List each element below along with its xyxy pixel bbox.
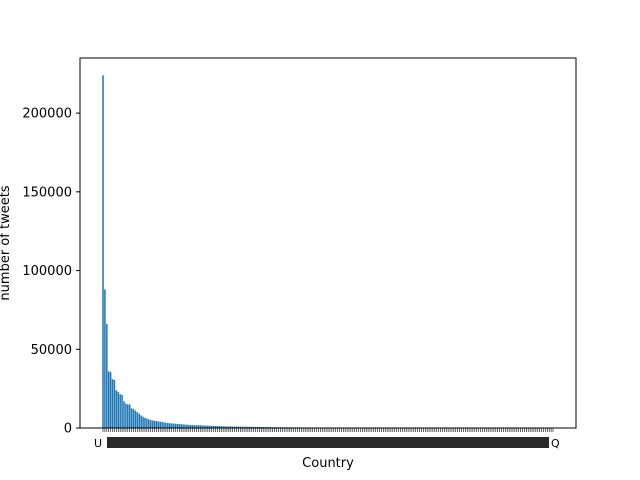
bar — [197, 425, 200, 428]
plot-frame — [79, 57, 577, 429]
bar — [161, 422, 163, 428]
bar — [241, 426, 243, 428]
bar — [245, 426, 247, 428]
y-tick-label: 150000 — [22, 185, 72, 200]
bar — [231, 426, 234, 428]
bar — [189, 424, 192, 428]
bar — [184, 424, 186, 428]
bar — [138, 413, 140, 428]
bar — [188, 424, 190, 428]
bar — [113, 379, 116, 428]
bar — [212, 425, 215, 428]
bar — [170, 423, 173, 428]
bar — [163, 422, 165, 428]
x-tick-label-last: Q — [551, 437, 560, 450]
bar — [250, 426, 253, 428]
bar — [178, 424, 181, 428]
bar — [165, 422, 167, 428]
y-tick-label: 50000 — [31, 343, 72, 358]
bar — [229, 426, 232, 428]
bar — [115, 390, 118, 428]
bar — [195, 425, 198, 428]
x-tick-labels-band — [107, 437, 549, 448]
bar — [205, 425, 207, 428]
bar — [151, 420, 154, 428]
bar — [172, 423, 175, 428]
bar — [214, 425, 217, 428]
y-ticks-group: 0 50000 100000 150000 200000 — [22, 107, 80, 437]
bar — [237, 426, 240, 428]
bar — [233, 426, 236, 428]
bar — [207, 425, 209, 428]
bar — [258, 426, 261, 428]
bar — [224, 426, 226, 428]
bar — [222, 426, 224, 428]
bar — [149, 420, 152, 428]
bar — [249, 426, 251, 428]
y-tick-label: 200000 — [22, 107, 72, 122]
bar — [104, 289, 106, 428]
y-axis-label: number of tweets — [0, 185, 13, 300]
bar — [239, 426, 242, 428]
bar — [220, 426, 222, 428]
bar — [144, 417, 146, 428]
bar — [186, 424, 188, 428]
bar — [148, 419, 150, 428]
bar — [247, 426, 249, 428]
bar — [136, 412, 139, 428]
bar — [254, 426, 257, 428]
bar — [132, 409, 135, 428]
bar — [218, 426, 221, 428]
bar — [201, 425, 203, 428]
bar — [193, 425, 196, 428]
bar — [123, 401, 125, 428]
bar — [121, 394, 123, 428]
bar — [180, 424, 182, 428]
bar — [203, 425, 205, 428]
bar — [128, 404, 131, 428]
bar — [107, 371, 110, 428]
x-axis-label: Country — [302, 456, 354, 471]
bar — [260, 426, 263, 428]
bar — [228, 426, 230, 428]
bar — [182, 424, 184, 428]
y-tick-label: 0 — [64, 422, 72, 437]
x-tick-label-first: U — [94, 437, 102, 450]
bar — [174, 423, 177, 428]
bar — [235, 426, 238, 428]
bar — [226, 426, 228, 428]
bar — [210, 425, 213, 428]
bar — [153, 420, 156, 428]
bars-group — [102, 75, 495, 428]
bar — [134, 410, 137, 428]
bar — [102, 75, 104, 428]
bar — [146, 418, 148, 428]
bar — [243, 426, 245, 428]
bar — [209, 425, 211, 428]
bar — [167, 422, 169, 428]
bar — [140, 415, 142, 428]
bar — [127, 404, 129, 428]
bar — [199, 425, 202, 428]
bar — [157, 421, 160, 428]
bar — [119, 394, 121, 428]
y-tick-label: 100000 — [22, 264, 72, 279]
bar — [106, 324, 108, 428]
bar — [125, 403, 127, 428]
bar — [176, 423, 179, 428]
bar — [130, 408, 133, 428]
bar — [191, 425, 194, 428]
bar — [142, 416, 144, 428]
bar — [111, 379, 114, 428]
bar — [216, 426, 219, 428]
bar — [155, 421, 158, 428]
bar — [109, 372, 112, 428]
bar — [256, 426, 259, 428]
bar — [168, 423, 171, 428]
bar — [117, 391, 120, 428]
bar — [252, 426, 255, 428]
bar — [159, 421, 161, 428]
